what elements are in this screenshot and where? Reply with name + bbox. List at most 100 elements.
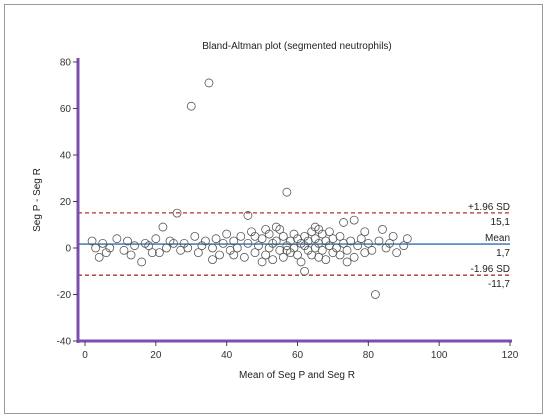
x-tick-label: 60 — [292, 350, 304, 361]
data-point — [193, 248, 203, 258]
data-point — [98, 238, 108, 248]
lower-line-value: -11,7 — [488, 279, 510, 290]
data-point — [197, 241, 207, 251]
data-point — [172, 208, 182, 218]
data-point — [105, 243, 115, 253]
data-point — [130, 241, 139, 251]
data-point — [346, 236, 356, 246]
data-point — [186, 101, 196, 111]
upper-line-value: 15,1 — [491, 217, 511, 228]
data-point — [342, 257, 352, 267]
y-tick-label: 0 — [65, 244, 71, 255]
data-point — [278, 252, 288, 262]
data-point — [211, 234, 221, 244]
data-point — [183, 243, 193, 253]
data-point — [158, 222, 168, 232]
data-point — [101, 248, 111, 258]
y-axis-label: Seg P - Seg R — [32, 168, 43, 232]
data-point — [339, 218, 348, 227]
data-point — [378, 224, 387, 234]
data-point — [243, 211, 253, 220]
y-tick-label: 40 — [60, 151, 72, 162]
data-point — [353, 241, 363, 251]
data-point — [381, 243, 391, 253]
data-point — [296, 257, 306, 267]
data-point — [399, 241, 409, 251]
data-point — [300, 266, 309, 276]
y-tick-label: 20 — [60, 197, 72, 208]
data-point — [229, 250, 239, 260]
data-point — [271, 236, 281, 246]
x-tick-label: 80 — [363, 350, 375, 361]
x-tick-label: 100 — [431, 350, 448, 361]
data-point — [250, 248, 260, 258]
data-point — [137, 257, 147, 267]
data-point — [310, 222, 320, 232]
data-point — [371, 290, 380, 299]
data-point — [208, 255, 217, 265]
data-point — [289, 229, 299, 239]
data-point — [349, 252, 359, 262]
data-point — [261, 224, 271, 234]
data-point — [222, 229, 232, 239]
upper-line-label: +1.96 SD — [468, 202, 510, 213]
data-point — [87, 236, 97, 246]
data-point — [367, 245, 377, 255]
data-point — [392, 248, 402, 258]
data-point — [264, 243, 274, 253]
y-tick-label: -40 — [57, 337, 72, 348]
data-point — [324, 227, 334, 237]
y-tick-label: 60 — [60, 104, 72, 115]
data-point — [126, 250, 136, 260]
data-point — [282, 187, 292, 197]
data-point — [317, 245, 327, 255]
data-point — [293, 250, 302, 260]
data-point — [154, 248, 164, 258]
x-tick-label: 20 — [150, 350, 162, 361]
data-point — [374, 236, 384, 246]
data-point — [119, 245, 129, 255]
data-point — [275, 245, 285, 255]
data-point — [190, 231, 200, 241]
x-tick-label: 0 — [82, 350, 88, 361]
chart-title: Bland-Altman plot (segmented neutrophils… — [202, 41, 392, 52]
data-point — [310, 234, 320, 244]
data-point — [335, 231, 345, 241]
data-point — [250, 231, 260, 241]
data-point — [300, 231, 309, 241]
data-point — [232, 243, 242, 253]
data-point — [388, 231, 398, 241]
data-point — [300, 241, 309, 251]
data-point — [169, 238, 178, 248]
data-point — [151, 234, 161, 244]
data-point — [201, 236, 210, 246]
x-axis-label: Mean of Seg P and Seg R — [239, 370, 355, 381]
data-point — [254, 241, 263, 251]
data-point — [307, 227, 317, 237]
data-point — [91, 243, 101, 253]
data-point — [112, 234, 122, 244]
chart-frame — [4, 4, 543, 414]
data-point — [268, 255, 278, 265]
data-point — [332, 243, 341, 253]
data-point — [243, 238, 253, 248]
y-tick-label: 80 — [60, 58, 72, 69]
data-point — [144, 241, 154, 251]
data-point — [215, 250, 224, 260]
lower-line-label: -1.96 SD — [471, 264, 510, 275]
x-tick-label: 40 — [221, 350, 233, 361]
data-point — [247, 227, 256, 237]
data-point — [204, 78, 214, 88]
data-point — [162, 243, 171, 253]
data-point — [179, 238, 189, 248]
data-point — [271, 222, 281, 232]
data-point — [236, 231, 246, 241]
x-tick-label: 120 — [502, 350, 519, 361]
data-point — [321, 255, 331, 265]
data-point — [282, 245, 292, 255]
data-point — [147, 248, 157, 258]
data-point — [94, 252, 104, 262]
data-point — [264, 229, 274, 239]
data-point — [402, 234, 412, 244]
